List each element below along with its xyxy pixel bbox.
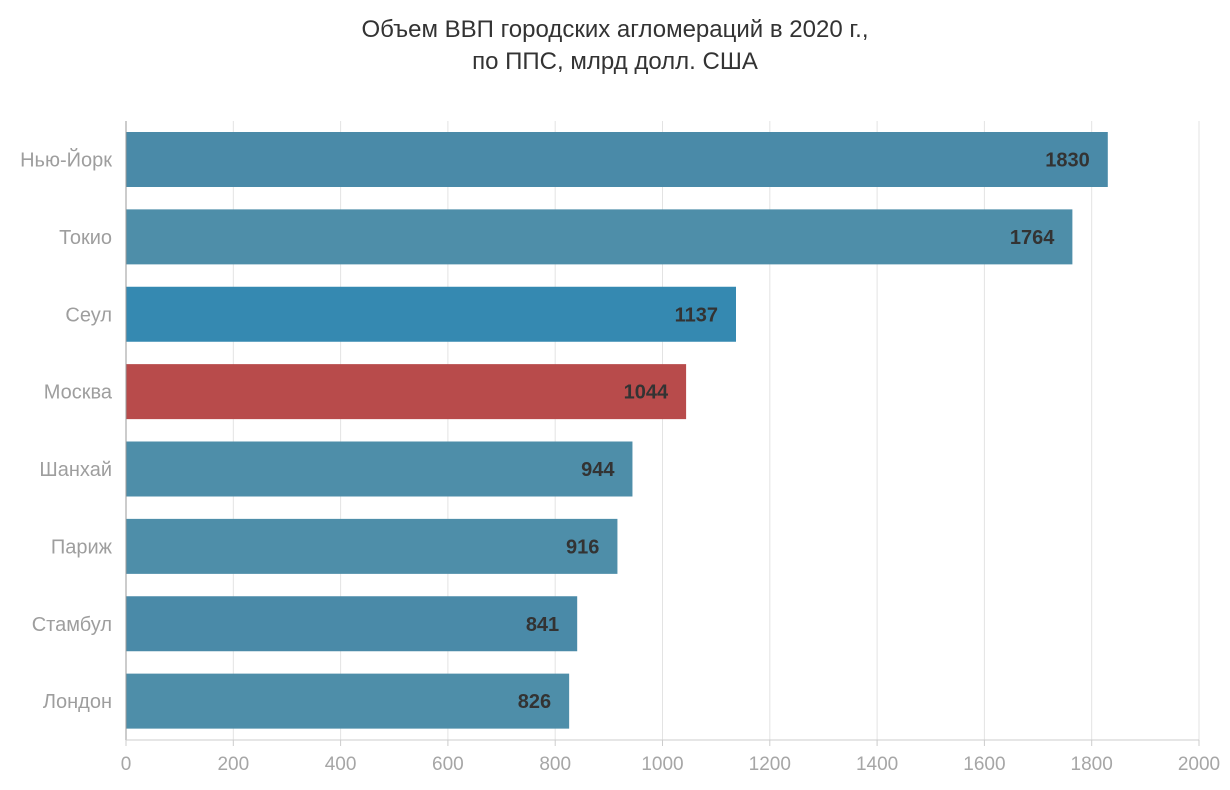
- category-label: Лондон: [43, 691, 112, 713]
- bar: [126, 673, 570, 729]
- chart-title-line-2: по ППС, млрд долл. США: [472, 48, 758, 75]
- bar: [126, 209, 1073, 265]
- data-label: 944: [581, 459, 615, 481]
- data-label: 841: [526, 614, 559, 636]
- bar: [126, 441, 633, 497]
- bar: [126, 364, 687, 420]
- x-tick-label: 800: [539, 754, 571, 775]
- chart-title: Объем ВВП городских агломераций в 2020 г…: [0, 14, 1230, 78]
- category-label: Токио: [59, 227, 112, 249]
- x-tick-label: 0: [121, 754, 132, 775]
- x-tick-label: 1800: [1071, 754, 1113, 775]
- data-label: 1764: [1010, 227, 1055, 249]
- category-label: Шанхай: [39, 459, 112, 481]
- chart-title-line-1: Объем ВВП городских агломераций в 2020 г…: [361, 16, 869, 43]
- category-label: Париж: [51, 536, 113, 558]
- x-tick-label: 1400: [856, 754, 898, 775]
- bar: [126, 518, 618, 574]
- category-label: Москва: [44, 382, 113, 404]
- data-label: 1830: [1045, 150, 1090, 172]
- data-label: 826: [518, 691, 551, 713]
- x-tick-label: 200: [217, 754, 249, 775]
- category-label: Нью-Йорк: [20, 148, 112, 172]
- bar: [126, 286, 737, 342]
- x-tick-label: 1000: [641, 754, 683, 775]
- data-label: 1044: [624, 382, 669, 404]
- x-tick-label: 1600: [963, 754, 1005, 775]
- bar: [126, 596, 578, 652]
- bar: [126, 132, 1108, 187]
- x-tick-label: 2000: [1178, 754, 1220, 775]
- data-label: 1137: [675, 304, 718, 326]
- category-label: Стамбул: [32, 614, 112, 636]
- x-tick-label: 400: [325, 754, 357, 775]
- x-tick-label: 600: [432, 754, 464, 775]
- data-label: 916: [566, 536, 599, 558]
- x-tick-label: 1200: [749, 754, 791, 775]
- category-label: Сеул: [65, 304, 112, 326]
